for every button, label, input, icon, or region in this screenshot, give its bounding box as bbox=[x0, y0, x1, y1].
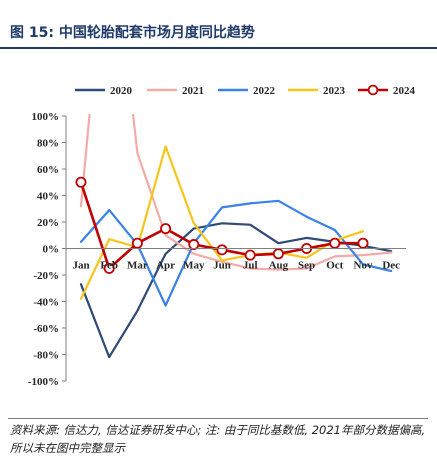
x-tick-label: Feb bbox=[100, 260, 118, 272]
series-point-2024 bbox=[272, 248, 284, 260]
series-point-2024 bbox=[329, 237, 341, 249]
y-tick-label: 80% bbox=[37, 138, 59, 150]
x-tick-label: Jun bbox=[213, 260, 231, 272]
legend: 2020 2021 2022 2023 2024 bbox=[75, 84, 416, 97]
series-point-2024 bbox=[131, 237, 143, 249]
series-layer bbox=[75, 114, 393, 359]
y-tick-label: 100% bbox=[32, 111, 60, 123]
legend-label-2024: 2024 bbox=[393, 85, 416, 97]
x-tick-label: Apr bbox=[156, 260, 175, 272]
line-chart: 2020 2021 2022 2023 2024 -100% -80% -60% -40% -2… bbox=[28, 84, 416, 388]
series-point-2024 bbox=[160, 223, 172, 235]
y-tick-label: -60% bbox=[33, 323, 59, 335]
x-tick-label: Nov bbox=[354, 260, 373, 272]
series-point-2024 bbox=[216, 244, 228, 256]
legend-marker-2024 bbox=[367, 84, 379, 96]
series-point-2024 bbox=[244, 249, 256, 261]
title-rule bbox=[0, 47, 437, 49]
series-line-2022 bbox=[79, 199, 393, 307]
x-tick-label: Oct bbox=[326, 260, 343, 272]
y-tick-label: -80% bbox=[33, 350, 59, 362]
y-tick-label: 0% bbox=[43, 244, 60, 256]
x-tick-label: Jan bbox=[72, 260, 89, 272]
source-note: 资料来源: 信达力, 信达证券研发中心; 注: 由于同比基数低, 2021年部分… bbox=[10, 423, 426, 455]
legend-label-2022: 2022 bbox=[253, 85, 276, 97]
y-tick-label: -40% bbox=[33, 297, 59, 309]
x-tick-label: Dec bbox=[382, 260, 400, 272]
series-line-2023 bbox=[79, 145, 365, 300]
x-tick-label: May bbox=[183, 260, 205, 272]
series-line-2021 bbox=[79, 114, 393, 271]
series-point-2024 bbox=[188, 239, 200, 251]
y-tick-label: -20% bbox=[33, 270, 59, 282]
y-tick-label: 20% bbox=[37, 217, 59, 229]
x-tick-label: Jul bbox=[243, 260, 258, 272]
x-tick-label: Sep bbox=[298, 260, 315, 272]
figure-title: 图 15: 中国轮胎配套市场月度同比趋势 bbox=[10, 25, 255, 41]
x-tick-label: Aug bbox=[269, 260, 289, 272]
x-tick-label: Mar bbox=[127, 260, 148, 272]
legend-label-2023: 2023 bbox=[323, 85, 346, 97]
y-axis: -100% -80% -60% -40% -20% 0% 20% 40% 60% 80% 100% bbox=[28, 111, 67, 388]
legend-label-2020: 2020 bbox=[110, 85, 133, 97]
series-point-2024 bbox=[357, 237, 369, 249]
footnote-rule bbox=[8, 418, 428, 419]
series-point-2024 bbox=[103, 262, 115, 274]
y-tick-label: 60% bbox=[37, 164, 59, 176]
y-tick-label: -100% bbox=[28, 376, 59, 388]
y-tick-label: 40% bbox=[37, 191, 59, 203]
series-point-2024 bbox=[75, 176, 87, 188]
x-tick-labels: Jan Feb Mar Apr May Jun Jul Aug Sep Oct Nov Dec bbox=[72, 260, 400, 272]
series-line-2024 bbox=[79, 181, 365, 270]
legend-label-2021: 2021 bbox=[182, 85, 204, 97]
